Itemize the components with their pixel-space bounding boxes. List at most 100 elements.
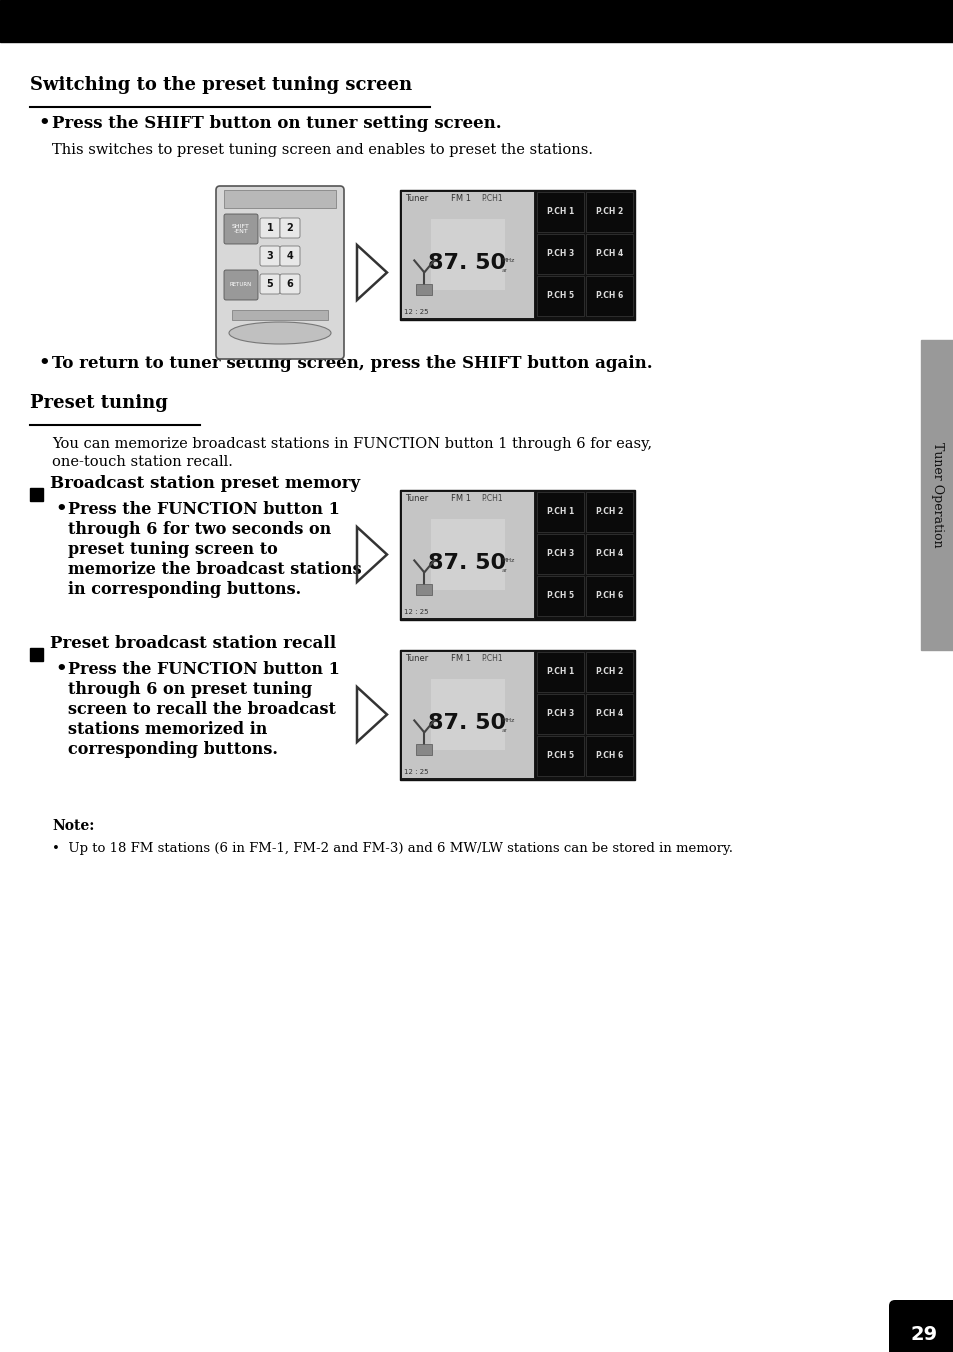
Text: P.CH 1: P.CH 1	[546, 507, 574, 516]
Text: •  Up to 18 FM stations (6 in FM-1, FM-2 and FM-3) and 6 MW/LW stations can be s: • Up to 18 FM stations (6 in FM-1, FM-2 …	[52, 842, 732, 854]
Bar	[399, 650, 635, 780]
Text: Preset tuning: Preset tuning	[30, 393, 168, 412]
Text: 29: 29	[909, 1325, 937, 1344]
Text: 12 : 25: 12 : 25	[403, 310, 428, 315]
Text: 12 : 25: 12 : 25	[403, 608, 428, 615]
FancyBboxPatch shape	[215, 187, 344, 360]
Text: 87. 50: 87. 50	[428, 253, 506, 273]
Text: P.CH 6: P.CH 6	[596, 752, 622, 760]
Text: MHz: MHz	[501, 558, 515, 564]
FancyBboxPatch shape	[888, 1301, 953, 1352]
Ellipse shape	[229, 322, 331, 343]
Bar	[920, 339, 953, 650]
FancyBboxPatch shape	[260, 218, 280, 238]
Text: •: •	[55, 500, 67, 518]
Text: P.CH 2: P.CH 2	[596, 668, 622, 676]
Text: Tuner: Tuner	[405, 654, 428, 662]
Text: 1: 1	[266, 223, 274, 233]
Bar	[537, 276, 583, 316]
Text: 5: 5	[266, 279, 274, 289]
Text: P.CH 4: P.CH 4	[596, 250, 622, 258]
Text: Press the FUNCTION button 1: Press the FUNCTION button 1	[68, 502, 339, 518]
Text: Switching to the preset tuning screen: Switching to the preset tuning screen	[30, 76, 412, 95]
Bar	[537, 735, 583, 776]
Text: P.CH 5: P.CH 5	[546, 752, 574, 760]
FancyBboxPatch shape	[224, 270, 257, 300]
Bar	[401, 492, 534, 618]
Text: P.CH1: P.CH1	[480, 193, 502, 203]
Bar	[399, 191, 635, 320]
Text: To return to tuner setting screen, press the SHIFT button again.: To return to tuner setting screen, press…	[52, 356, 652, 372]
Bar	[537, 492, 583, 531]
Text: MHz: MHz	[501, 258, 515, 264]
Bar	[537, 534, 583, 575]
Text: 3: 3	[266, 251, 274, 261]
Bar	[30, 648, 43, 661]
Text: Tuner: Tuner	[405, 493, 428, 503]
Text: Press the FUNCTION button 1: Press the FUNCTION button 1	[68, 661, 339, 677]
Bar	[585, 192, 633, 233]
Text: P.CH 4: P.CH 4	[596, 710, 622, 718]
Bar	[537, 694, 583, 734]
Bar	[431, 219, 504, 289]
Text: P.CH 3: P.CH 3	[546, 710, 574, 718]
Bar	[585, 276, 633, 316]
Bar	[537, 652, 583, 692]
Text: P.CH 1: P.CH 1	[546, 207, 574, 216]
Text: P.CH 6: P.CH 6	[596, 592, 622, 600]
Bar	[585, 492, 633, 531]
Text: corresponding buttons.: corresponding buttons.	[68, 741, 277, 758]
Text: ar: ar	[501, 268, 507, 273]
Bar	[431, 679, 504, 750]
Text: one-touch station recall.: one-touch station recall.	[52, 456, 233, 469]
Text: This switches to preset tuning screen and enables to preset the stations.: This switches to preset tuning screen an…	[52, 143, 593, 157]
Text: P.CH1: P.CH1	[480, 654, 502, 662]
Bar	[585, 576, 633, 617]
Text: in corresponding buttons.: in corresponding buttons.	[68, 581, 301, 598]
FancyBboxPatch shape	[224, 214, 257, 243]
Text: RETURN: RETURN	[230, 283, 252, 288]
Text: •: •	[55, 660, 67, 677]
Text: screen to recall the broadcast: screen to recall the broadcast	[68, 700, 335, 718]
Text: preset tuning screen to: preset tuning screen to	[68, 541, 277, 558]
Text: P.CH 4: P.CH 4	[596, 549, 622, 558]
Bar	[535, 191, 635, 320]
Text: 2: 2	[286, 223, 294, 233]
Bar	[30, 488, 43, 502]
Bar	[535, 650, 635, 780]
Text: FM 1: FM 1	[451, 493, 471, 503]
Text: Tuner: Tuner	[405, 193, 428, 203]
Bar	[585, 534, 633, 575]
Text: P.CH 6: P.CH 6	[596, 292, 622, 300]
Text: 6: 6	[286, 279, 294, 289]
Bar	[0, 0, 953, 42]
Text: You can memorize broadcast stations in FUNCTION button 1 through 6 for easy,: You can memorize broadcast stations in F…	[52, 437, 652, 452]
Bar	[431, 519, 504, 589]
Text: Preset broadcast station recall: Preset broadcast station recall	[50, 635, 335, 652]
Text: through 6 for two seconds on: through 6 for two seconds on	[68, 521, 331, 538]
Text: P.CH 3: P.CH 3	[546, 250, 574, 258]
Text: P.CH 2: P.CH 2	[596, 507, 622, 516]
Bar	[401, 652, 534, 777]
Bar	[535, 489, 635, 621]
Text: ar: ar	[501, 568, 507, 573]
Text: MHz: MHz	[501, 718, 515, 723]
Bar	[416, 745, 432, 756]
Text: 4: 4	[286, 251, 294, 261]
Bar	[537, 576, 583, 617]
Text: stations memorized in: stations memorized in	[68, 721, 267, 738]
Text: P.CH 1: P.CH 1	[546, 668, 574, 676]
Text: P.CH 3: P.CH 3	[546, 549, 574, 558]
FancyBboxPatch shape	[280, 246, 299, 266]
Text: Press the SHIFT button on tuner setting screen.: Press the SHIFT button on tuner setting …	[52, 115, 501, 132]
Bar	[416, 584, 432, 595]
Bar	[224, 191, 335, 208]
Text: P.CH 5: P.CH 5	[546, 592, 574, 600]
Text: 87. 50: 87. 50	[428, 553, 506, 573]
FancyBboxPatch shape	[280, 218, 299, 238]
Text: •: •	[38, 114, 50, 132]
Text: memorize the broadcast stations: memorize the broadcast stations	[68, 561, 361, 579]
Text: SHIFT
-ENT: SHIFT -ENT	[232, 223, 250, 234]
Text: •: •	[38, 354, 50, 372]
Text: 12 : 25: 12 : 25	[403, 769, 428, 775]
